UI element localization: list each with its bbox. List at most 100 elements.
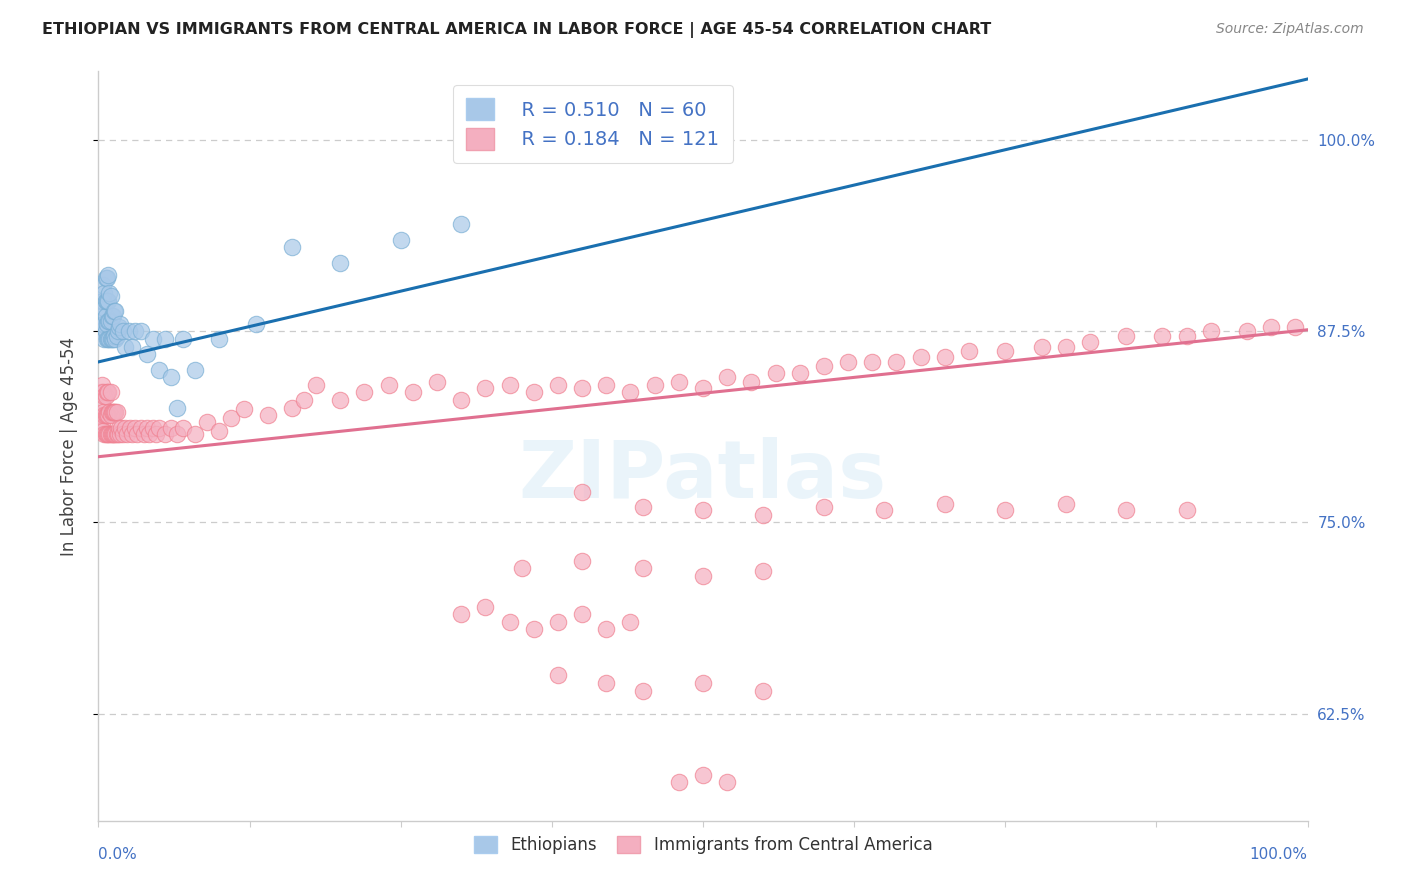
- Point: [90, 324, 112, 338]
- Point: [124, 420, 146, 434]
- Text: Source: ZipAtlas.com: Source: ZipAtlas.com: [1216, 22, 1364, 37]
- Point: [111, 324, 134, 338]
- Point: [103, 426, 125, 441]
- Point: [716, 775, 738, 789]
- Point: [353, 385, 375, 400]
- Point: [389, 233, 412, 247]
- Point: [571, 484, 593, 499]
- Point: [90, 385, 112, 400]
- Point: [166, 426, 188, 441]
- Point: [547, 668, 569, 682]
- Point: [1054, 340, 1077, 354]
- Point: [105, 426, 128, 441]
- Point: [100, 426, 122, 441]
- Point: [1054, 497, 1077, 511]
- Point: [91, 293, 114, 308]
- Point: [100, 313, 122, 327]
- Point: [135, 347, 157, 361]
- Point: [121, 426, 143, 441]
- Point: [91, 396, 114, 410]
- Point: [135, 420, 157, 434]
- Point: [1115, 329, 1137, 343]
- Point: [91, 293, 114, 308]
- Point: [98, 332, 121, 346]
- Point: [129, 324, 152, 338]
- Point: [631, 500, 654, 515]
- Point: [129, 420, 152, 434]
- Point: [547, 615, 569, 629]
- Point: [91, 424, 114, 438]
- Point: [134, 426, 156, 441]
- Point: [256, 409, 278, 423]
- Point: [523, 385, 546, 400]
- Point: [96, 426, 118, 441]
- Point: [994, 344, 1017, 359]
- Point: [184, 426, 207, 441]
- Point: [91, 377, 114, 392]
- Point: [110, 420, 132, 434]
- Point: [934, 497, 956, 511]
- Point: [101, 332, 124, 346]
- Point: [97, 313, 120, 327]
- Point: [1260, 319, 1282, 334]
- Point: [103, 304, 125, 318]
- Point: [631, 561, 654, 575]
- Point: [127, 426, 149, 441]
- Point: [148, 362, 170, 376]
- Point: [145, 426, 167, 441]
- Point: [644, 377, 666, 392]
- Point: [93, 301, 115, 316]
- Point: [94, 324, 117, 338]
- Point: [90, 409, 112, 423]
- Point: [595, 623, 617, 637]
- Point: [97, 409, 120, 423]
- Point: [208, 332, 231, 346]
- Point: [96, 317, 118, 331]
- Point: [740, 375, 762, 389]
- Point: [96, 332, 118, 346]
- Point: [221, 411, 243, 425]
- Point: [97, 426, 120, 441]
- Point: [105, 405, 128, 419]
- Point: [100, 409, 122, 423]
- Point: [668, 775, 690, 789]
- Point: [96, 409, 118, 423]
- Point: [668, 375, 690, 389]
- Point: [1284, 319, 1306, 334]
- Point: [474, 599, 496, 614]
- Text: 0.0%: 0.0%: [98, 847, 138, 862]
- Point: [94, 426, 117, 441]
- Point: [94, 388, 117, 402]
- Point: [281, 240, 304, 254]
- Text: ETHIOPIAN VS IMMIGRANTS FROM CENTRAL AMERICA IN LABOR FORCE | AGE 45-54 CORRELAT: ETHIOPIAN VS IMMIGRANTS FROM CENTRAL AME…: [42, 22, 991, 38]
- Point: [716, 370, 738, 384]
- Point: [1236, 324, 1258, 338]
- Point: [91, 309, 114, 323]
- Point: [98, 405, 121, 419]
- Point: [101, 426, 124, 441]
- Point: [93, 426, 115, 441]
- Legend: Ethiopians, Immigrants from Central America: Ethiopians, Immigrants from Central Amer…: [467, 830, 939, 861]
- Point: [98, 313, 121, 327]
- Point: [117, 426, 139, 441]
- Point: [692, 676, 714, 690]
- Point: [108, 319, 131, 334]
- Point: [837, 355, 859, 369]
- Point: [98, 286, 121, 301]
- Point: [813, 359, 835, 374]
- Point: [114, 340, 136, 354]
- Point: [450, 607, 472, 622]
- Point: [595, 676, 617, 690]
- Point: [91, 385, 114, 400]
- Point: [329, 393, 352, 408]
- Point: [450, 393, 472, 408]
- Point: [104, 405, 127, 419]
- Point: [107, 426, 129, 441]
- Point: [195, 415, 218, 429]
- Point: [631, 683, 654, 698]
- Point: [1031, 340, 1053, 354]
- Point: [121, 340, 143, 354]
- Point: [96, 293, 118, 308]
- Point: [93, 317, 115, 331]
- Point: [305, 377, 328, 392]
